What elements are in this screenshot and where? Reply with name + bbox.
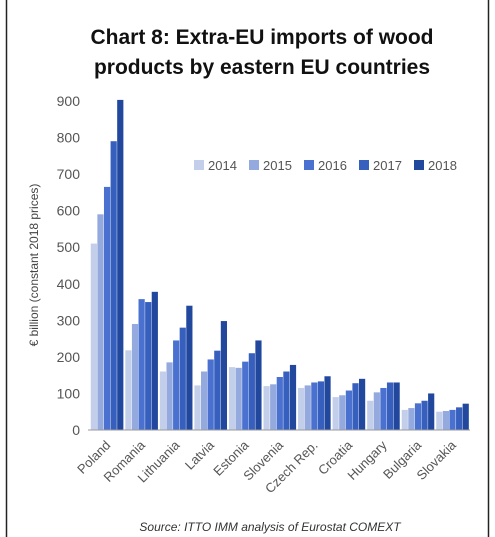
bar-2018-8 [393, 382, 400, 430]
bar-2015-1 [131, 323, 139, 430]
y-tick-label: 100 [57, 385, 81, 401]
bar-2014-1 [125, 350, 132, 430]
source-note: Source: ITTO IMM analysis of Eurostat CO… [139, 520, 402, 534]
bar-2014-7 [332, 397, 339, 430]
bar-2018-7 [358, 378, 366, 430]
bar-2016-8 [380, 387, 387, 430]
x-tick-label: Slovakia [413, 437, 459, 483]
bar-2016-6 [311, 382, 318, 430]
bar-2016-9 [414, 403, 422, 430]
bar-2015-2 [166, 362, 173, 430]
chart-title-line-2: products by eastern EU countries [94, 56, 430, 79]
bar-2017-1 [145, 302, 152, 430]
bar-2017-5 [283, 371, 290, 430]
bar-2017-7 [352, 383, 359, 430]
legend-label: 2016 [318, 158, 347, 173]
bar-2017-6 [317, 381, 325, 430]
legend-swatch-2018 [414, 160, 424, 170]
y-tick-label: 300 [57, 312, 81, 328]
legend-swatch-2016 [304, 160, 314, 170]
bar-2014-4 [228, 367, 236, 430]
bar-2015-10 [442, 410, 450, 430]
x-tick-label: Hungary [344, 437, 390, 483]
bar-2016-10 [449, 409, 456, 430]
bar-2015-4 [235, 367, 242, 430]
bar-2018-0 [117, 99, 124, 431]
bar-2015-5 [270, 384, 277, 430]
legend-label: 2017 [373, 158, 402, 173]
bar-2017-2 [179, 327, 186, 430]
bar-2015-7 [339, 395, 346, 430]
legend-label: 2018 [428, 158, 457, 173]
bar-series [90, 99, 469, 431]
bar-2017-0 [110, 141, 117, 430]
bar-2016-2 [173, 340, 180, 430]
y-tick-label: 0 [72, 422, 80, 438]
legend-label: 2015 [263, 158, 292, 173]
bar-2018-6 [324, 376, 331, 430]
bar-2018-4 [255, 340, 262, 430]
y-tick-label: 900 [57, 93, 81, 109]
bar-2015-3 [201, 371, 208, 430]
y-tick-label: 700 [57, 166, 81, 182]
bar-2018-1 [151, 291, 158, 430]
bar-2017-8 [386, 382, 394, 430]
bar-2016-5 [276, 376, 283, 430]
bar-2014-9 [401, 409, 408, 430]
bar-2016-4 [242, 361, 249, 430]
bar-2018-5 [289, 364, 297, 430]
legend-swatch-2017 [359, 160, 369, 170]
y-tick-label: 600 [57, 203, 81, 219]
legend: 2014 2015 2016 2017 2018 [194, 158, 457, 173]
y-axis-label: € billion (constant 2018 prices) [27, 184, 41, 347]
bar-2017-10 [456, 407, 463, 430]
bar-2016-1 [138, 299, 145, 430]
bar-2014-0 [90, 243, 97, 430]
bar-2016-7 [345, 390, 352, 430]
bar-2017-4 [248, 353, 255, 430]
bar-2014-3 [194, 385, 201, 430]
bar-2018-10 [462, 403, 469, 430]
legend-swatch-2014 [194, 160, 204, 170]
y-tick-label: 400 [57, 276, 81, 292]
bar-2017-3 [214, 350, 221, 430]
y-tick-label: 500 [57, 239, 81, 255]
bar-2017-9 [421, 400, 428, 430]
bar-2014-10 [436, 411, 443, 430]
y-tick-label: 200 [57, 349, 81, 365]
legend-label: 2014 [208, 158, 237, 173]
bar-2016-0 [103, 186, 111, 430]
bar-2018-9 [428, 393, 435, 430]
y-tick-label: 800 [57, 130, 81, 146]
bar-2018-3 [220, 321, 228, 430]
bar-2016-3 [207, 359, 214, 430]
bar-2015-0 [97, 214, 104, 430]
y-axis-ticks: 0 100 200 300 400 500 600 700 800 900 [57, 93, 81, 438]
bar-2014-2 [159, 371, 167, 430]
bar-2015-8 [373, 392, 380, 430]
bar-2015-6 [304, 385, 311, 430]
legend-swatch-2015 [249, 160, 259, 170]
chart-title-line-1: Chart 8: Extra-EU imports of wood [90, 26, 433, 49]
bar-2014-5 [263, 386, 270, 430]
bar-2018-2 [186, 305, 193, 430]
bar-2014-6 [298, 387, 305, 430]
bar-2015-9 [408, 408, 415, 430]
bar-2014-8 [367, 400, 374, 430]
